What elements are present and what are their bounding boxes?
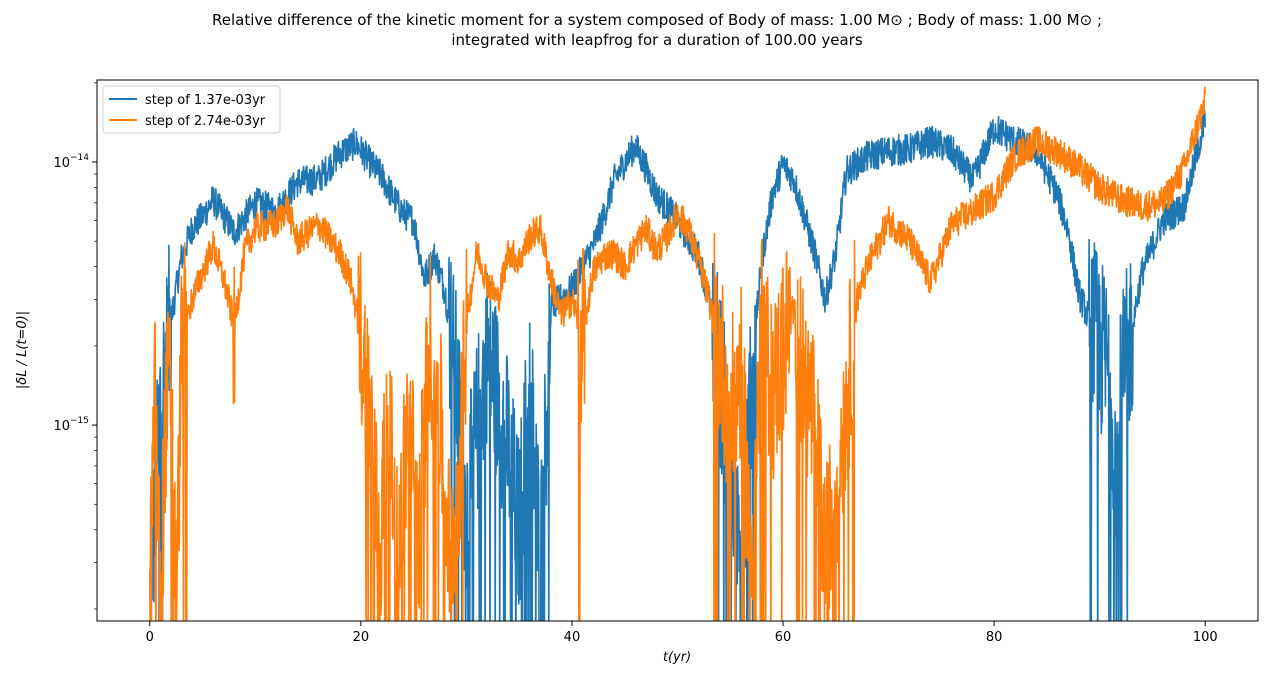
y-tick-label: 10−15: [53, 416, 89, 434]
x-tick-label: 20: [353, 630, 370, 645]
y-axis-ticks: 10−15 10−14: [53, 83, 97, 609]
x-axis-ticks: 0 20 40 60 80 100: [146, 621, 1218, 645]
chart-title-line-1: Relative difference of the kinetic momen…: [212, 11, 1102, 29]
x-tick-label: 80: [986, 630, 1003, 645]
x-tick-label: 60: [775, 630, 792, 645]
x-axis-label: t(yr): [663, 650, 691, 665]
x-tick-label: 40: [564, 630, 581, 645]
plot-area: [150, 87, 1205, 676]
legend-label-series-2: step of 2.74e-03yr: [145, 114, 266, 129]
legend: step of 1.37e-03yr step of 2.74e-03yr: [103, 86, 280, 133]
x-tick-label: 100: [1193, 630, 1218, 645]
series-line-1: [150, 110, 1205, 676]
x-tick-label: 0: [146, 630, 154, 645]
axes-frame: [97, 80, 1258, 621]
legend-label-series-1: step of 1.37e-03yr: [145, 93, 266, 108]
chart-title-line-2: integrated with leapfrog for a duration …: [451, 31, 863, 49]
y-axis-label: |δL / L(t=0)|: [15, 311, 30, 389]
y-tick-label: 10−14: [53, 153, 89, 171]
